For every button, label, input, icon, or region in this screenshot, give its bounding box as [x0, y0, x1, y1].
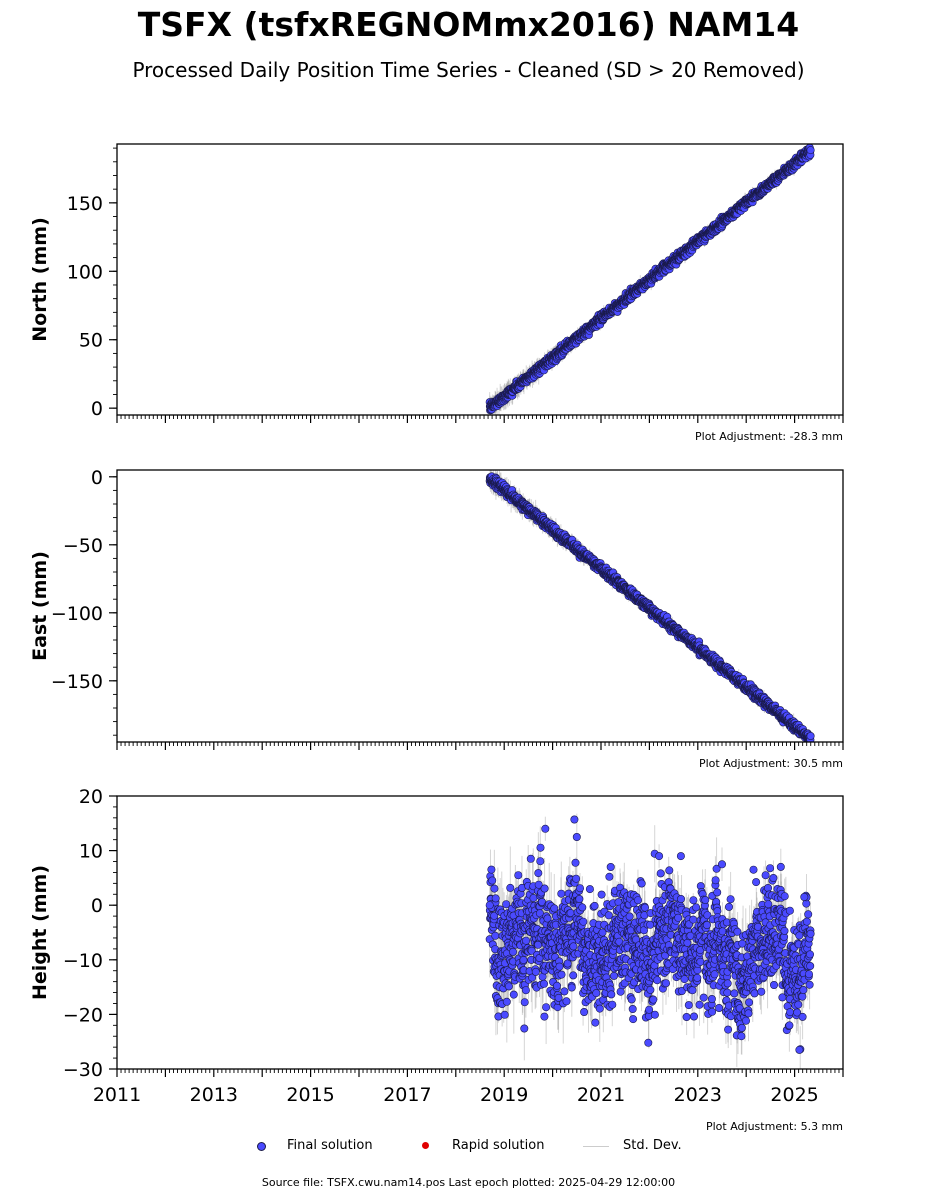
axes-frame	[116, 143, 844, 416]
panel-0: 0 50 100 150 North (mm) Plot Adjustment: -28.…	[29, 143, 844, 443]
plot-adjustment-note: Plot Adjustment: -28.3 mm	[695, 430, 843, 443]
chart-subtitle: Processed Daily Position Time Series - C…	[132, 58, 805, 82]
y-axis-label: North (mm)	[29, 217, 51, 342]
chart-title: TSFX (tsfxREGNOMmx2016) NAM14	[137, 5, 800, 44]
data-points	[485, 472, 815, 742]
y-tick-label: 100	[67, 261, 103, 283]
y-axis-ticks: 0 50 100 150	[67, 147, 117, 420]
y-tick-label: 0	[91, 398, 103, 420]
y-tick-label: 50	[79, 330, 103, 352]
data-points	[485, 144, 815, 415]
y-tick-label: 150	[67, 193, 103, 215]
x-axis-ticks	[116, 415, 844, 423]
data-point	[806, 146, 815, 155]
